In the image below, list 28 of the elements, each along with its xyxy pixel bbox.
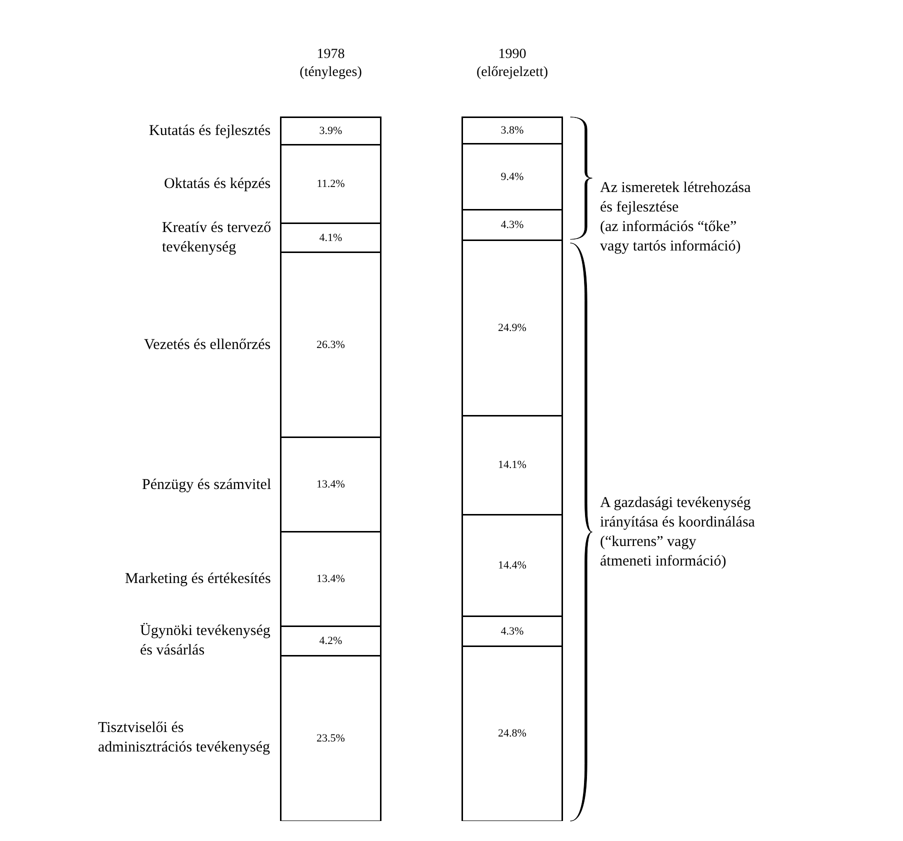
data-label: 11.2% — [316, 178, 345, 190]
data-label: 23.5% — [316, 732, 345, 744]
x-tick-label: 1978 (tényleges) — [300, 47, 362, 80]
series-label: Kutatás és fejlesztés — [149, 123, 271, 139]
data-label: 13.4% — [316, 572, 345, 585]
data-label: 26.3% — [316, 338, 345, 351]
series-label: Kreatív és tervező tevékenység — [162, 220, 272, 256]
series-label: Vezetés és ellenőrzés — [144, 337, 271, 353]
series-label: Marketing és értékesítés — [125, 571, 271, 587]
series-label: Ügynöki tevékenység és vásárlás — [140, 622, 271, 658]
annotation: Az ismeretek létrehozása és fejlesztése (az információs “tőke” vagy tartós információ) — [600, 180, 752, 254]
data-label: 3.9% — [319, 124, 342, 137]
x-tick-label: 1990 (előrejelzett) — [476, 47, 548, 80]
series-label: Pénzügy és számvitel — [142, 477, 272, 493]
data-label: 3.8% — [500, 124, 524, 136]
data-label: 4.1% — [319, 232, 342, 244]
data-label: 14.1% — [498, 459, 526, 472]
series-label: Tisztviselői és adminisztrációs tevékenység — [98, 720, 271, 756]
data-label: 4.2% — [319, 634, 342, 647]
data-label: 9.4% — [500, 170, 524, 183]
annotation: A gazdasági tevékenység irányítása és koordinálása (“kurrens” vagy átmeneti információ) — [600, 495, 756, 570]
data-label: 24.9% — [498, 322, 526, 334]
data-label: 13.4% — [316, 478, 345, 491]
data-label: 4.3% — [500, 219, 524, 232]
data-label: 4.3% — [500, 625, 524, 638]
series-label: Oktatás és képzés — [164, 176, 271, 192]
data-label: 14.4% — [498, 559, 526, 572]
data-label: 24.8% — [498, 728, 526, 740]
